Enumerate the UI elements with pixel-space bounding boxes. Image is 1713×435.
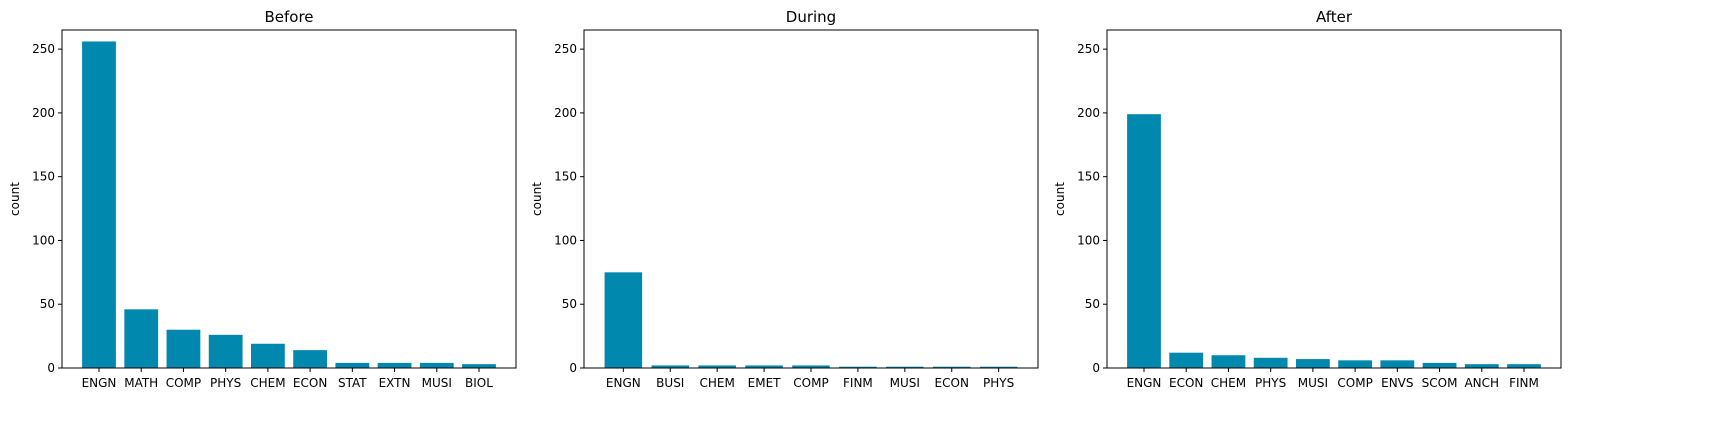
- x-tick-label: SCOM: [1422, 376, 1458, 390]
- y-tick-label: 0: [1092, 361, 1100, 375]
- bar-econ: [293, 350, 327, 368]
- x-tick-label: MATH: [124, 376, 158, 390]
- y-tick-label: 200: [1077, 106, 1100, 120]
- y-tick-label: 250: [554, 42, 577, 56]
- chart-panel-during: ENGN BUSI CHEM EMET COMP FINM MUSI ECON PHYS 0 50 1…: [530, 8, 1039, 390]
- y-axis-label: count: [1053, 182, 1067, 216]
- chart-panel-after: ENGN ECON CHEM PHYS MUSI COMP ENVS SCOM ANCH FINM…: [1053, 8, 1562, 390]
- y-tick-label: 50: [40, 297, 55, 311]
- bar-chem: [1211, 355, 1246, 368]
- x-tick-label: ENGN: [606, 376, 641, 390]
- x-tick-label: COMP: [1337, 376, 1372, 390]
- y-tick-label: 50: [1085, 297, 1100, 311]
- y-tick-label: 200: [32, 106, 55, 120]
- bar-comp: [792, 365, 830, 368]
- bar-finm: [839, 366, 877, 368]
- bar-scom: [1422, 362, 1457, 368]
- bar-musi: [419, 362, 454, 368]
- bar-stat: [335, 362, 370, 368]
- bar-finm: [1507, 364, 1541, 368]
- x-tick-label: ENVS: [1381, 376, 1413, 390]
- x-tick-label: COMP: [166, 376, 201, 390]
- x-tick-label: PHYS: [1255, 376, 1286, 390]
- bar-chem: [251, 343, 285, 368]
- chart-title: During: [786, 8, 836, 26]
- plot-frame: [1106, 29, 1562, 369]
- y-tick-label: 100: [32, 233, 55, 247]
- y-tick-label: 0: [569, 361, 577, 375]
- bar-engn: [1127, 114, 1161, 369]
- bar-extn: [377, 362, 412, 368]
- y-tick-label: 100: [554, 233, 577, 247]
- x-tick-label: FINM: [843, 376, 873, 390]
- x-tick-label: PHYS: [210, 376, 241, 390]
- chart-panel-before: ENGN MATH COMP PHYS CHEM ECON STAT EXTN MUSI BIOL…: [8, 8, 517, 390]
- bar-envs: [1380, 360, 1415, 368]
- x-tick-label: EMET: [748, 376, 782, 390]
- y-tick-label: 0: [47, 361, 55, 375]
- y-axis-label: count: [530, 182, 544, 216]
- bar-biol: [462, 364, 496, 368]
- plot-frame: [61, 29, 517, 369]
- x-tick-label: STAT: [338, 376, 367, 390]
- x-tick-label: BIOL: [465, 376, 493, 390]
- bar-busi: [651, 365, 690, 368]
- y-tick-label: 250: [32, 42, 55, 56]
- bar-econ: [932, 366, 971, 368]
- bar-comp: [166, 329, 201, 368]
- x-tick-label: PHYS: [983, 376, 1014, 390]
- y-tick-label: 150: [554, 170, 577, 184]
- bar-phys: [1253, 357, 1288, 368]
- y-tick-label: 150: [1077, 170, 1100, 184]
- bar-econ: [1169, 352, 1204, 368]
- y-tick-label: 100: [1077, 233, 1100, 247]
- chart-title: After: [1316, 8, 1353, 26]
- y-tick-label: 150: [32, 170, 55, 184]
- x-tick-label: ENGN: [82, 376, 117, 390]
- bar-musi: [1296, 359, 1330, 368]
- bar-engn: [604, 272, 643, 368]
- x-tick-label: COMP: [793, 376, 828, 390]
- bar-musi: [886, 366, 924, 368]
- x-tick-label: CHEM: [1211, 376, 1246, 390]
- x-tick-label: ECON: [293, 376, 327, 390]
- x-tick-label: ECON: [1169, 376, 1203, 390]
- y-axis-label: count: [8, 182, 22, 216]
- x-tick-label: MUSI: [1298, 376, 1328, 390]
- bar-comp: [1338, 360, 1372, 368]
- x-tick-label: MUSI: [890, 376, 920, 390]
- bar-emet: [745, 365, 783, 368]
- x-tick-label: CHEM: [250, 376, 285, 390]
- x-tick-label: CHEM: [700, 376, 735, 390]
- x-tick-label: ECON: [935, 376, 969, 390]
- y-tick-label: 200: [554, 106, 577, 120]
- chart-title: Before: [264, 8, 313, 26]
- bar-chem: [698, 365, 736, 368]
- x-tick-label: MUSI: [422, 376, 452, 390]
- plot-frame: [583, 29, 1039, 369]
- y-tick-label: 250: [1077, 42, 1100, 56]
- x-tick-label: EXTN: [379, 376, 411, 390]
- y-tick-label: 50: [562, 297, 577, 311]
- bar-anch: [1464, 364, 1499, 368]
- bar-math: [124, 309, 159, 368]
- x-tick-label: ANCH: [1464, 376, 1499, 390]
- x-tick-label: ENGN: [1127, 376, 1162, 390]
- bar-phys: [979, 366, 1018, 368]
- bar-phys: [208, 334, 243, 368]
- bar-engn: [82, 41, 116, 368]
- x-tick-label: FINM: [1509, 376, 1539, 390]
- x-tick-label: BUSI: [656, 376, 684, 390]
